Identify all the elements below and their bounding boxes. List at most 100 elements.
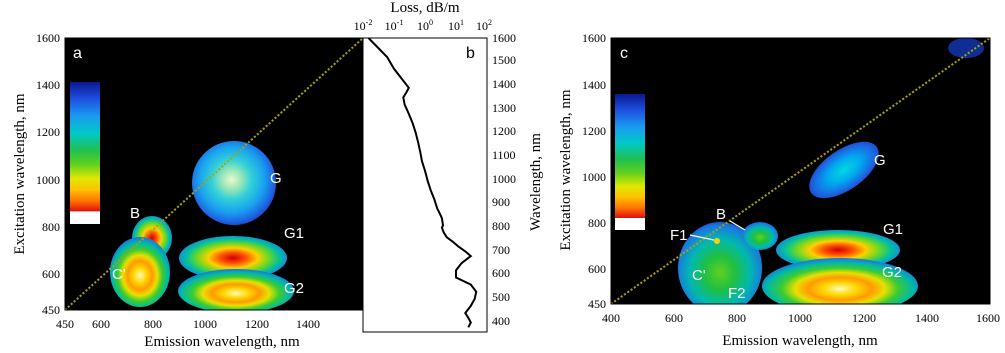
panel-a-letter: a	[73, 45, 82, 62]
x-tick-label: 400	[602, 311, 620, 325]
y-tick-label: 400	[492, 314, 510, 328]
x-tick-base: 10	[448, 19, 460, 33]
legend-label: 0,025	[103, 116, 120, 123]
x-tick-exp: -1	[397, 18, 404, 27]
panel-a-contours	[65, 38, 363, 310]
panel-a-y-axis: 450 600 800 1000 1200 1400 1600 Excitati…	[12, 31, 60, 317]
x-tick-label: 1200	[852, 311, 876, 325]
panel-b-plot-area	[362, 37, 488, 333]
y-tick-label: 1400	[492, 77, 516, 91]
panel-c-scatter-line	[611, 38, 990, 304]
y-tick-label: 1600	[582, 31, 606, 45]
legend-label: 0,014	[648, 125, 665, 132]
x-tick-label: 1000	[788, 311, 812, 325]
y-tick-label: 1300	[492, 101, 516, 115]
F1-marker	[714, 238, 720, 244]
panel-a-x-axis: 450 600 800 1000 1200 1400 Emission wave…	[56, 317, 320, 350]
x-tick-exp: 0	[429, 18, 433, 27]
peak-label-G1: G1	[883, 221, 903, 238]
peak-label-F1: F1	[670, 227, 688, 244]
y-tick-label: 1400	[582, 78, 606, 92]
panel-a-scatter-line-2	[65, 38, 363, 310]
contour-B	[742, 222, 778, 250]
panel-c-y-axis: 450 600 800 1000 1200 1400 1600 Excitati…	[558, 31, 606, 311]
peak-label-B: B	[130, 205, 140, 222]
x-tick-exp: -2	[366, 18, 373, 27]
y-tick-label: 1000	[582, 170, 606, 184]
svg-text:10-1: 10-1	[385, 18, 404, 33]
x-tick-exp: 2	[488, 18, 492, 27]
y-tick-label: 1000	[36, 173, 60, 187]
panel-b-letter: b	[466, 45, 475, 62]
panel-c: 0,0050 0,014 0,040 0,11 0,30 c G B F1 G1…	[558, 31, 1000, 349]
x-tick-exp: 1	[460, 18, 464, 27]
x-tick-base: 10	[417, 19, 429, 33]
y-tick-label: 600	[42, 267, 60, 281]
panel-b-y-axis: 400 500 600 700 800 900 1000 1100 1200 1…	[492, 31, 544, 328]
panel-c-letter: c	[620, 45, 628, 62]
x-tick-label: 102	[476, 18, 492, 33]
peak-label-C: C'	[692, 267, 706, 284]
y-tick-label: 1500	[492, 53, 516, 67]
y-tick-label: 1200	[582, 124, 606, 138]
legend-label: 0,30	[103, 210, 116, 217]
panel-c-legend-bar	[615, 94, 645, 230]
x-tick-label: 1400	[296, 317, 320, 331]
B-pointer	[729, 220, 746, 231]
panel-b-x-axis: Loss, dB/m 10-2 10-1 100 101 102	[354, 0, 492, 33]
y-tick-label: 1600	[492, 31, 516, 45]
x-tick-base: 10	[385, 19, 397, 33]
legend-label: 0,13	[103, 178, 116, 185]
y-tick-label: 800	[42, 220, 60, 234]
svg-text:101: 101	[448, 18, 464, 33]
y-tick-label: 800	[492, 219, 510, 233]
x-tick-base: 10	[476, 19, 488, 33]
panel-c-legend: 0,0050 0,014 0,040 0,11 0,30	[615, 94, 668, 230]
legend-label: 0,055	[103, 147, 120, 154]
svg-text:10-2: 10-2	[354, 18, 373, 33]
y-tick-label: 500	[492, 290, 510, 304]
x-tick-label: 1400	[915, 311, 939, 325]
contour-G1	[179, 236, 287, 280]
legend-label: 0,0050	[648, 94, 668, 101]
F1-pointer	[689, 234, 715, 241]
panel-a-x-axis-title: Emission wavelength, nm	[144, 334, 300, 350]
x-tick-label: 100	[417, 18, 433, 33]
y-tick-label: 700	[492, 243, 510, 257]
y-tick-label: 1200	[492, 124, 516, 138]
y-tick-label: 1400	[36, 78, 60, 92]
x-tick-label: 800	[144, 317, 162, 331]
peak-label-F2: F2	[728, 285, 746, 302]
panel-b-y-axis-title: Wavelength, nm	[528, 133, 544, 231]
panel-a-legend: 0,010 0,025 0,055 0,13 0,30	[70, 82, 120, 224]
peak-label-B: B	[716, 206, 726, 223]
panel-b: b Loss, dB/m 10-2 10-1 100 101 102 400 5…	[354, 0, 544, 333]
panel-c-x-axis: 400 600 800 1000 1200 1400 1600 Emission…	[602, 311, 1000, 349]
x-tick-label: 10-1	[385, 18, 404, 33]
contour-C	[678, 222, 762, 304]
contour-G1	[776, 230, 900, 270]
y-tick-label: 1100	[492, 148, 516, 162]
y-tick-label: 450	[588, 297, 606, 311]
contour-G2	[178, 269, 294, 310]
x-tick-label: 600	[92, 317, 110, 331]
y-tick-label: 900	[492, 195, 510, 209]
panel-a-legend-bar	[70, 82, 100, 224]
y-tick-label: 800	[588, 216, 606, 230]
y-tick-label: 1600	[36, 31, 60, 45]
legend-label: 0,040	[648, 155, 665, 162]
peak-label-G2: G2	[882, 264, 902, 281]
peak-label-G2: G2	[284, 280, 304, 297]
y-tick-label: 1000	[492, 172, 516, 186]
y-tick-label: 450	[42, 303, 60, 317]
x-tick-label: 600	[665, 311, 683, 325]
x-tick-base: 10	[354, 19, 366, 33]
legend-label: 0,30	[648, 218, 661, 225]
x-tick-label: 450	[56, 317, 74, 331]
x-tick-label: 800	[728, 311, 746, 325]
panel-a-y-axis-title: Excitation wavelength, nm	[12, 93, 28, 255]
svg-text:100: 100	[417, 18, 433, 33]
legend-label: 0,11	[648, 186, 661, 193]
panel-c-x-axis-title: Emission wavelength, nm	[722, 333, 878, 349]
